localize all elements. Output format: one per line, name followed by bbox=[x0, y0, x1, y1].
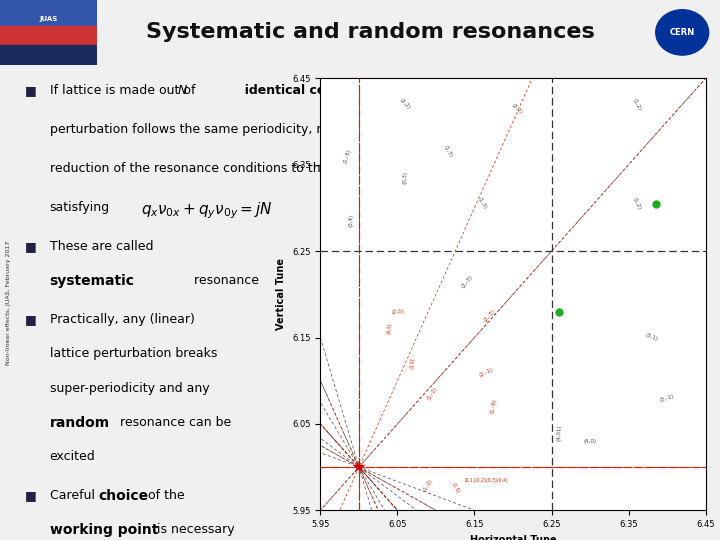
Text: Non-linear effects, JUAS, February 2017: Non-linear effects, JUAS, February 2017 bbox=[6, 240, 12, 364]
Text: (1,-2): (1,-2) bbox=[423, 478, 434, 492]
Text: (4,0): (4,0) bbox=[387, 322, 392, 334]
Text: (2,-3): (2,-3) bbox=[460, 274, 473, 289]
Text: (1,-5): (1,-5) bbox=[343, 148, 352, 164]
Y-axis label: Vertical Tune: Vertical Tune bbox=[276, 258, 287, 330]
Text: (1,3): (1,3) bbox=[442, 145, 453, 159]
Text: satisfying: satisfying bbox=[50, 201, 109, 214]
Bar bbox=[0, 45, 97, 65]
Text: , and the: , and the bbox=[341, 84, 397, 97]
Text: Practically, any (linear): Practically, any (linear) bbox=[50, 313, 194, 326]
Text: (3,0): (3,0) bbox=[410, 357, 416, 369]
Text: perturbation follows the same periodicity, resulting in a: perturbation follows the same periodicit… bbox=[50, 123, 398, 136]
Text: random: random bbox=[50, 416, 109, 430]
Text: (0,1)(0,2)(0,3)(0,4): (0,1)(0,2)(0,3)(0,4) bbox=[464, 478, 508, 483]
Text: (1,3): (1,3) bbox=[477, 197, 487, 211]
Circle shape bbox=[656, 10, 708, 55]
Text: (1,-2): (1,-2) bbox=[426, 386, 438, 401]
X-axis label: Horizontal Tune: Horizontal Tune bbox=[469, 535, 557, 540]
Text: JUAS: JUAS bbox=[40, 16, 58, 23]
Text: is necessary: is necessary bbox=[153, 523, 235, 536]
Bar bbox=[0, 0, 97, 26]
Text: systematic: systematic bbox=[50, 274, 135, 288]
Text: working point: working point bbox=[50, 523, 158, 537]
Text: (2,2): (2,2) bbox=[399, 98, 412, 111]
Text: If lattice is made out of: If lattice is made out of bbox=[50, 84, 203, 97]
Text: of the: of the bbox=[145, 489, 185, 502]
Text: (2,-3): (2,-3) bbox=[483, 308, 497, 323]
Text: (0,4): (0,4) bbox=[348, 214, 354, 227]
Text: These are called: These are called bbox=[50, 240, 153, 253]
Text: (1,-9): (1,-9) bbox=[490, 399, 498, 415]
Text: lattice perturbation breaks: lattice perturbation breaks bbox=[50, 347, 217, 360]
Text: choice: choice bbox=[99, 489, 149, 503]
Text: (4,01): (4,01) bbox=[557, 424, 562, 441]
Text: Careful: Careful bbox=[50, 489, 99, 502]
Text: identical cells: identical cells bbox=[235, 84, 341, 97]
Text: (2,0): (2,0) bbox=[391, 308, 404, 315]
Text: (3,1): (3,1) bbox=[644, 333, 659, 342]
Text: ■: ■ bbox=[25, 313, 37, 326]
Text: ■: ■ bbox=[25, 84, 37, 97]
Text: (2,-1): (2,-1) bbox=[478, 367, 494, 377]
Text: (3,-1): (3,-1) bbox=[660, 393, 675, 403]
Text: $q_x\nu_{0x} + q_y\nu_{0y} = jN$: $q_x\nu_{0x} + q_y\nu_{0y} = jN$ bbox=[141, 201, 273, 221]
Text: (4,0): (4,0) bbox=[583, 438, 597, 444]
Bar bbox=[0, 26, 97, 45]
Text: N: N bbox=[50, 84, 187, 97]
Text: excited: excited bbox=[50, 450, 95, 463]
Text: ■: ■ bbox=[25, 240, 37, 253]
Text: (2,2): (2,2) bbox=[510, 102, 523, 115]
Text: ■: ■ bbox=[25, 489, 37, 502]
Text: resonance can be: resonance can be bbox=[117, 416, 232, 429]
Text: reduction of the resonance conditions to the ones: reduction of the resonance conditions to… bbox=[50, 162, 361, 175]
Text: (1,5): (1,5) bbox=[451, 482, 460, 494]
Text: Systematic and random resonances: Systematic and random resonances bbox=[146, 22, 595, 43]
Text: CERN: CERN bbox=[670, 28, 695, 37]
Text: (1,2): (1,2) bbox=[631, 97, 642, 111]
Text: resonance: resonance bbox=[162, 274, 259, 287]
Text: (1,2): (1,2) bbox=[631, 197, 642, 211]
Text: super-periodicity and any: super-periodicity and any bbox=[50, 382, 210, 395]
Text: (0,3): (0,3) bbox=[402, 171, 408, 184]
